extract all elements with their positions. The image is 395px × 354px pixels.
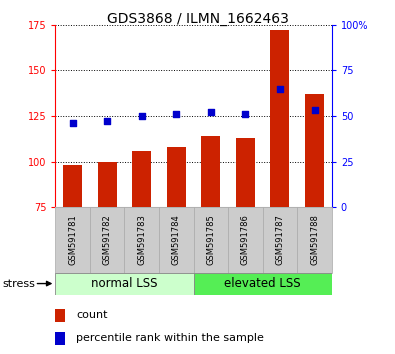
Text: GSM591787: GSM591787: [275, 215, 284, 265]
Point: [139, 113, 145, 119]
Point: [277, 86, 283, 91]
Text: GSM591781: GSM591781: [68, 215, 77, 265]
Bar: [194, 207, 228, 273]
Text: GSM591788: GSM591788: [310, 215, 319, 265]
Bar: [90, 207, 124, 273]
Text: count: count: [76, 310, 108, 320]
Bar: [55, 309, 65, 322]
Text: elevated LSS: elevated LSS: [224, 277, 301, 290]
Bar: [263, 207, 297, 273]
Text: GSM591786: GSM591786: [241, 215, 250, 265]
Bar: [63, 165, 82, 207]
Point: [311, 108, 318, 113]
Bar: [236, 138, 255, 207]
Bar: [305, 94, 324, 207]
Point: [70, 120, 76, 126]
Text: normal LSS: normal LSS: [91, 277, 158, 290]
Bar: [159, 207, 194, 273]
Text: GDS3868 / ILMN_1662463: GDS3868 / ILMN_1662463: [107, 12, 288, 27]
Bar: [201, 136, 220, 207]
Text: GSM591785: GSM591785: [206, 215, 215, 265]
Bar: [167, 147, 186, 207]
Bar: [55, 273, 194, 295]
Bar: [228, 207, 263, 273]
Text: stress: stress: [2, 279, 35, 289]
Point: [242, 111, 248, 117]
Bar: [271, 30, 290, 207]
Point: [208, 109, 214, 115]
Text: percentile rank within the sample: percentile rank within the sample: [76, 333, 264, 343]
Text: GSM591783: GSM591783: [137, 215, 146, 265]
Text: GSM591782: GSM591782: [103, 215, 112, 265]
Bar: [124, 207, 159, 273]
Bar: [98, 161, 117, 207]
Text: GSM591784: GSM591784: [172, 215, 181, 265]
Point: [173, 111, 179, 117]
Bar: [132, 150, 151, 207]
Bar: [297, 207, 332, 273]
Bar: [194, 273, 332, 295]
Bar: [55, 332, 65, 345]
Bar: [55, 207, 90, 273]
Point: [104, 119, 110, 124]
